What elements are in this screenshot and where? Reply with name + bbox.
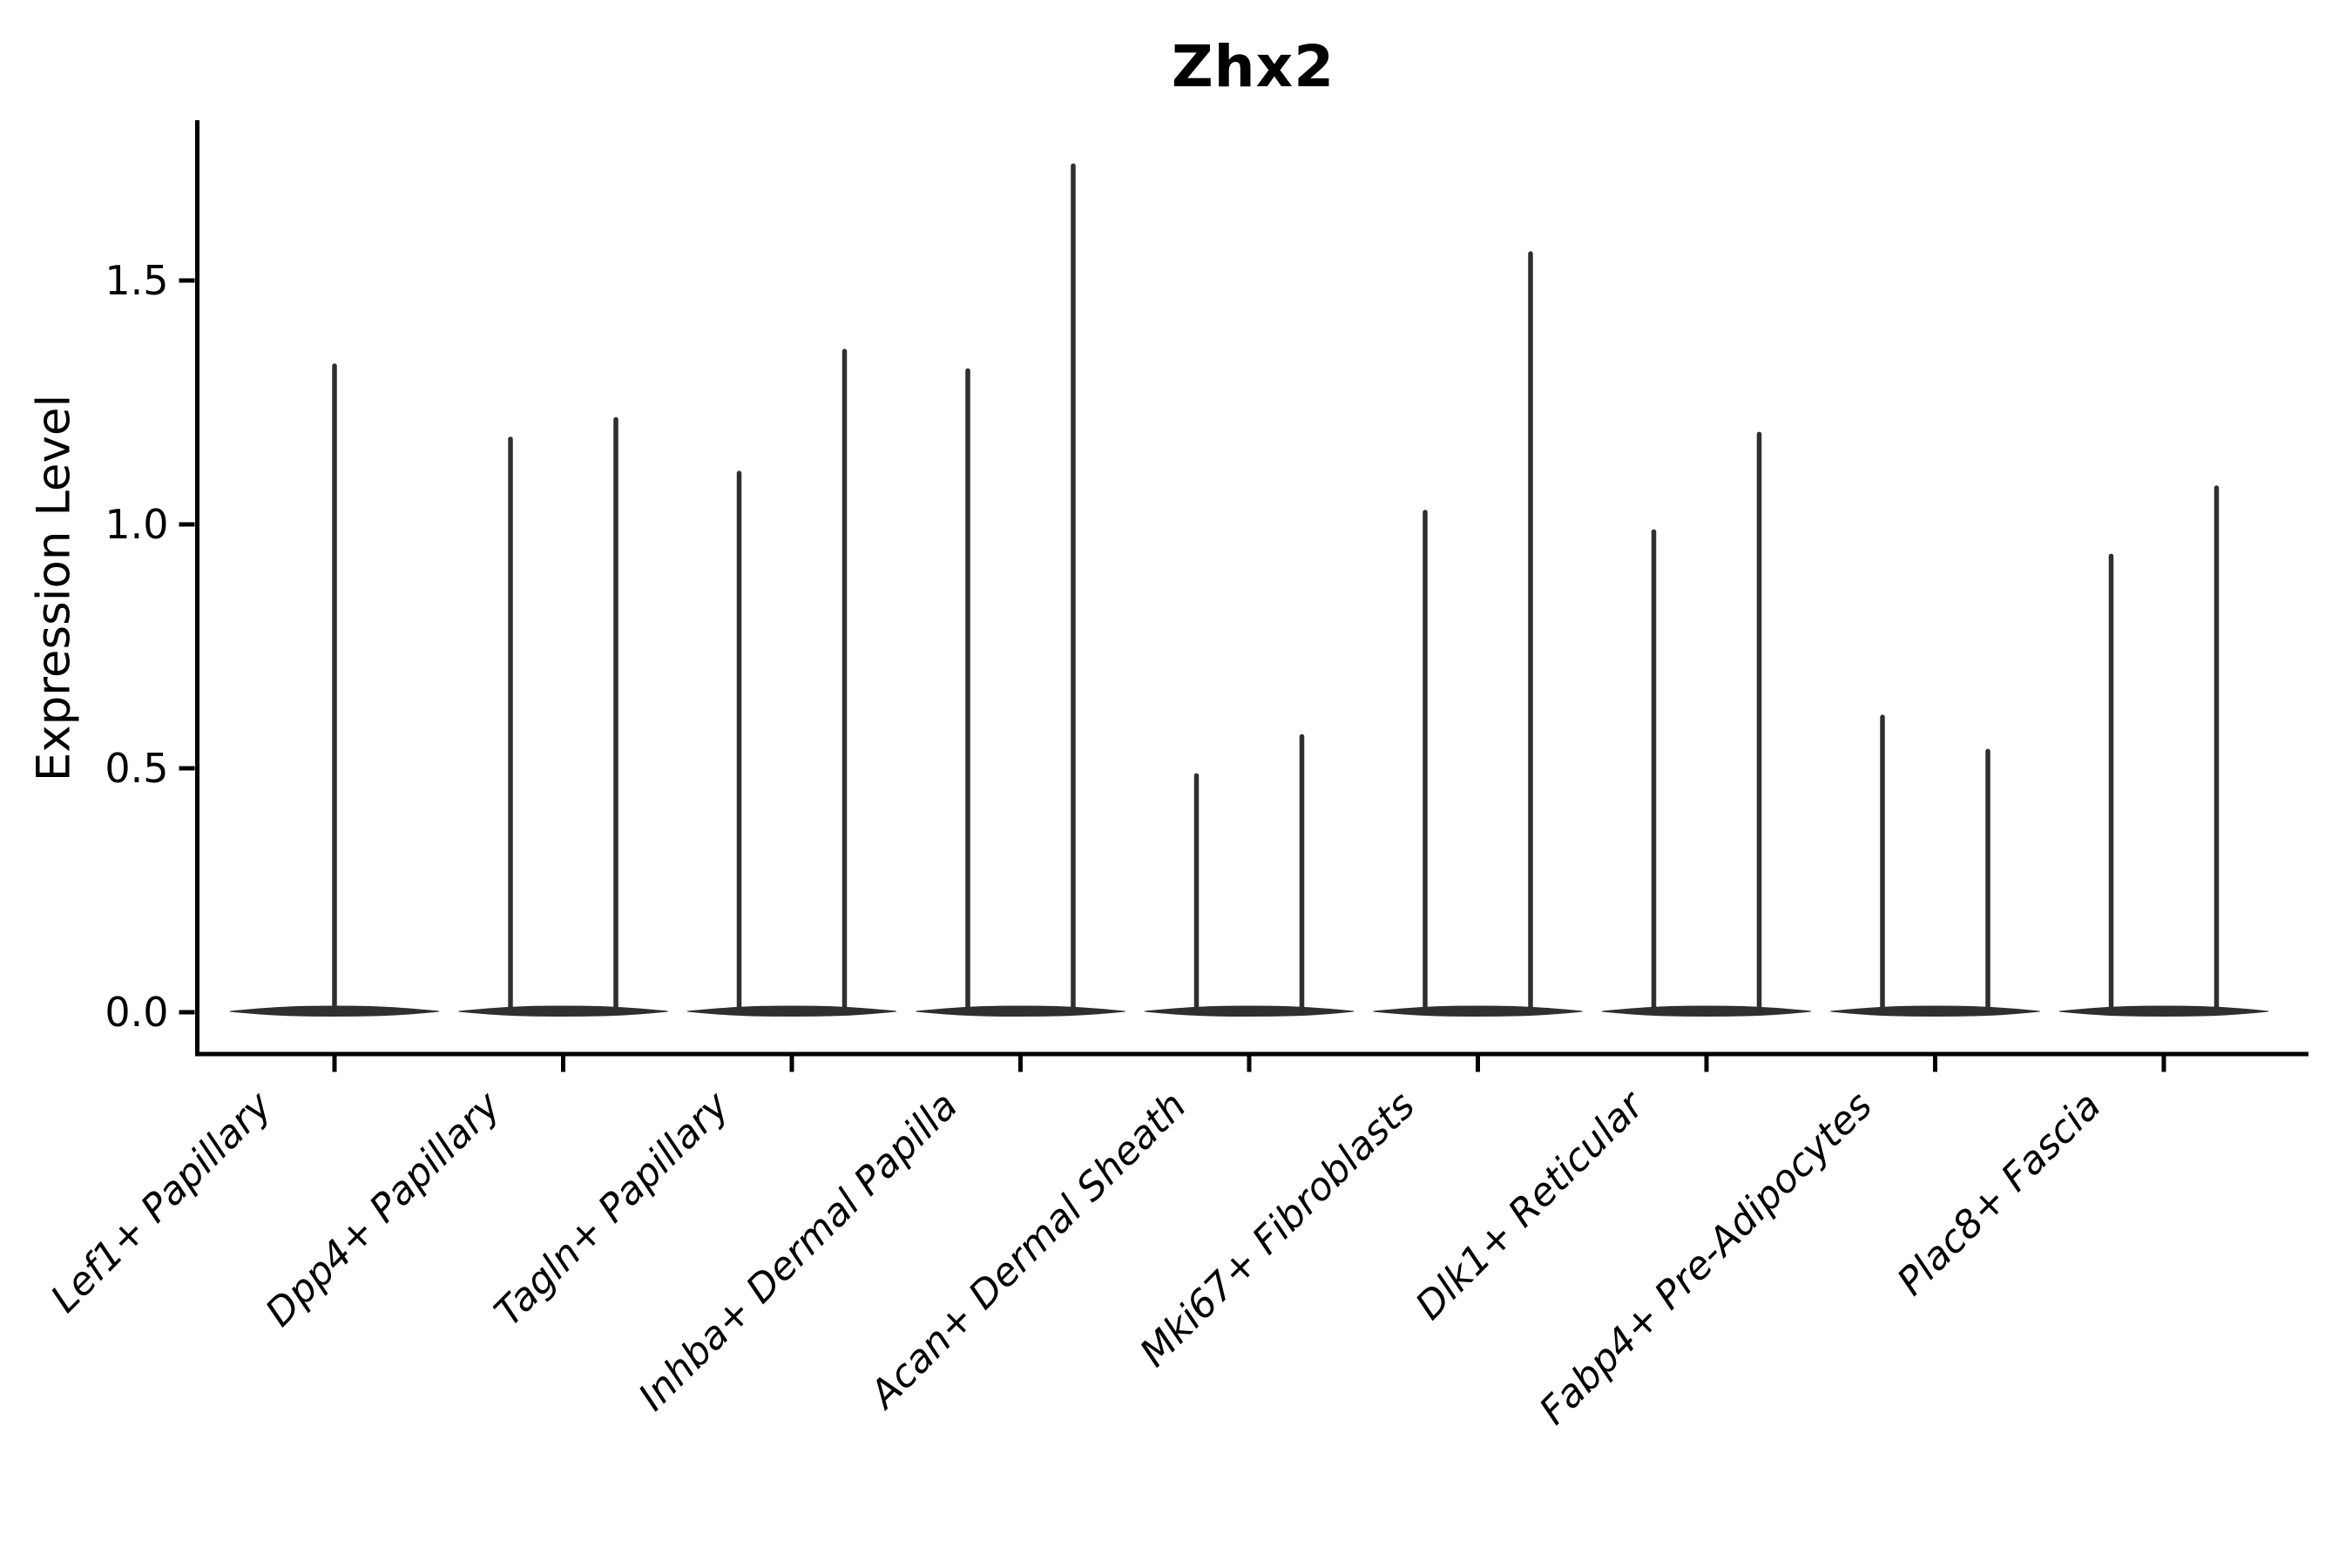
- x-tick-mark: [1476, 1056, 1480, 1072]
- violin-spike: [2213, 485, 2220, 1010]
- violin-spike: [1880, 714, 1885, 1010]
- plot-title: Zhx2: [1171, 33, 1335, 100]
- violin-spike: [1651, 529, 1657, 1010]
- violin-spike: [1071, 163, 1076, 1011]
- y-tick-label: 0.0: [105, 989, 168, 1036]
- y-tick-mark: [179, 1010, 195, 1015]
- x-tick-mark: [1704, 1056, 1709, 1072]
- violin-base: [229, 1005, 440, 1017]
- violin-base: [686, 1005, 897, 1017]
- violin-spike: [332, 363, 337, 1010]
- violin-spike: [736, 470, 742, 1010]
- y-axis-spine: [195, 120, 199, 1056]
- violin-base: [916, 1005, 1125, 1017]
- y-tick-mark: [179, 766, 195, 771]
- y-tick-label: 1.0: [105, 501, 168, 548]
- x-tick-mark: [1247, 1056, 1252, 1072]
- violin-base: [1830, 1005, 2040, 1017]
- x-tick-label: Tagln+ Papillary: [486, 1083, 738, 1335]
- violin-spike: [841, 348, 848, 1010]
- violin-spike: [965, 368, 970, 1010]
- x-tick-label: Lef1+ Papillary: [43, 1083, 281, 1321]
- y-tick-label: 1.5: [105, 257, 168, 304]
- y-tick-mark: [179, 522, 195, 527]
- x-tick-mark: [2161, 1056, 2166, 1072]
- x-axis-spine: [195, 1051, 2308, 1057]
- violin-spike: [1193, 773, 1200, 1010]
- x-tick-mark: [1018, 1056, 1023, 1072]
- violin-spike: [508, 436, 513, 1010]
- violin-spike: [1756, 431, 1762, 1011]
- x-tick-label: Dpp4+ Papillary: [257, 1083, 510, 1335]
- x-tick-mark: [1933, 1056, 1937, 1072]
- y-tick-mark: [179, 278, 195, 283]
- x-tick-mark: [789, 1056, 794, 1072]
- x-tick-mark: [561, 1056, 565, 1072]
- x-tick-mark: [332, 1056, 337, 1072]
- y-tick-label: 0.5: [105, 745, 168, 792]
- violin-spike: [1423, 510, 1428, 1010]
- violin-spike: [2108, 553, 2114, 1010]
- violin-base: [1601, 1005, 1812, 1017]
- violin-base: [458, 1005, 668, 1017]
- violin-spike: [1985, 748, 1990, 1010]
- x-tick-label: Plac8+ Fascia: [1889, 1084, 2109, 1304]
- violin-base: [1144, 1005, 1355, 1017]
- violin-base: [2058, 1005, 2269, 1017]
- violin-spike: [1299, 733, 1305, 1010]
- violin-spike: [1528, 251, 1533, 1010]
- violin-base: [1373, 1005, 1583, 1017]
- x-tick-label: Dlk1+ Reticular: [1407, 1082, 1653, 1328]
- violin-spike: [613, 416, 618, 1010]
